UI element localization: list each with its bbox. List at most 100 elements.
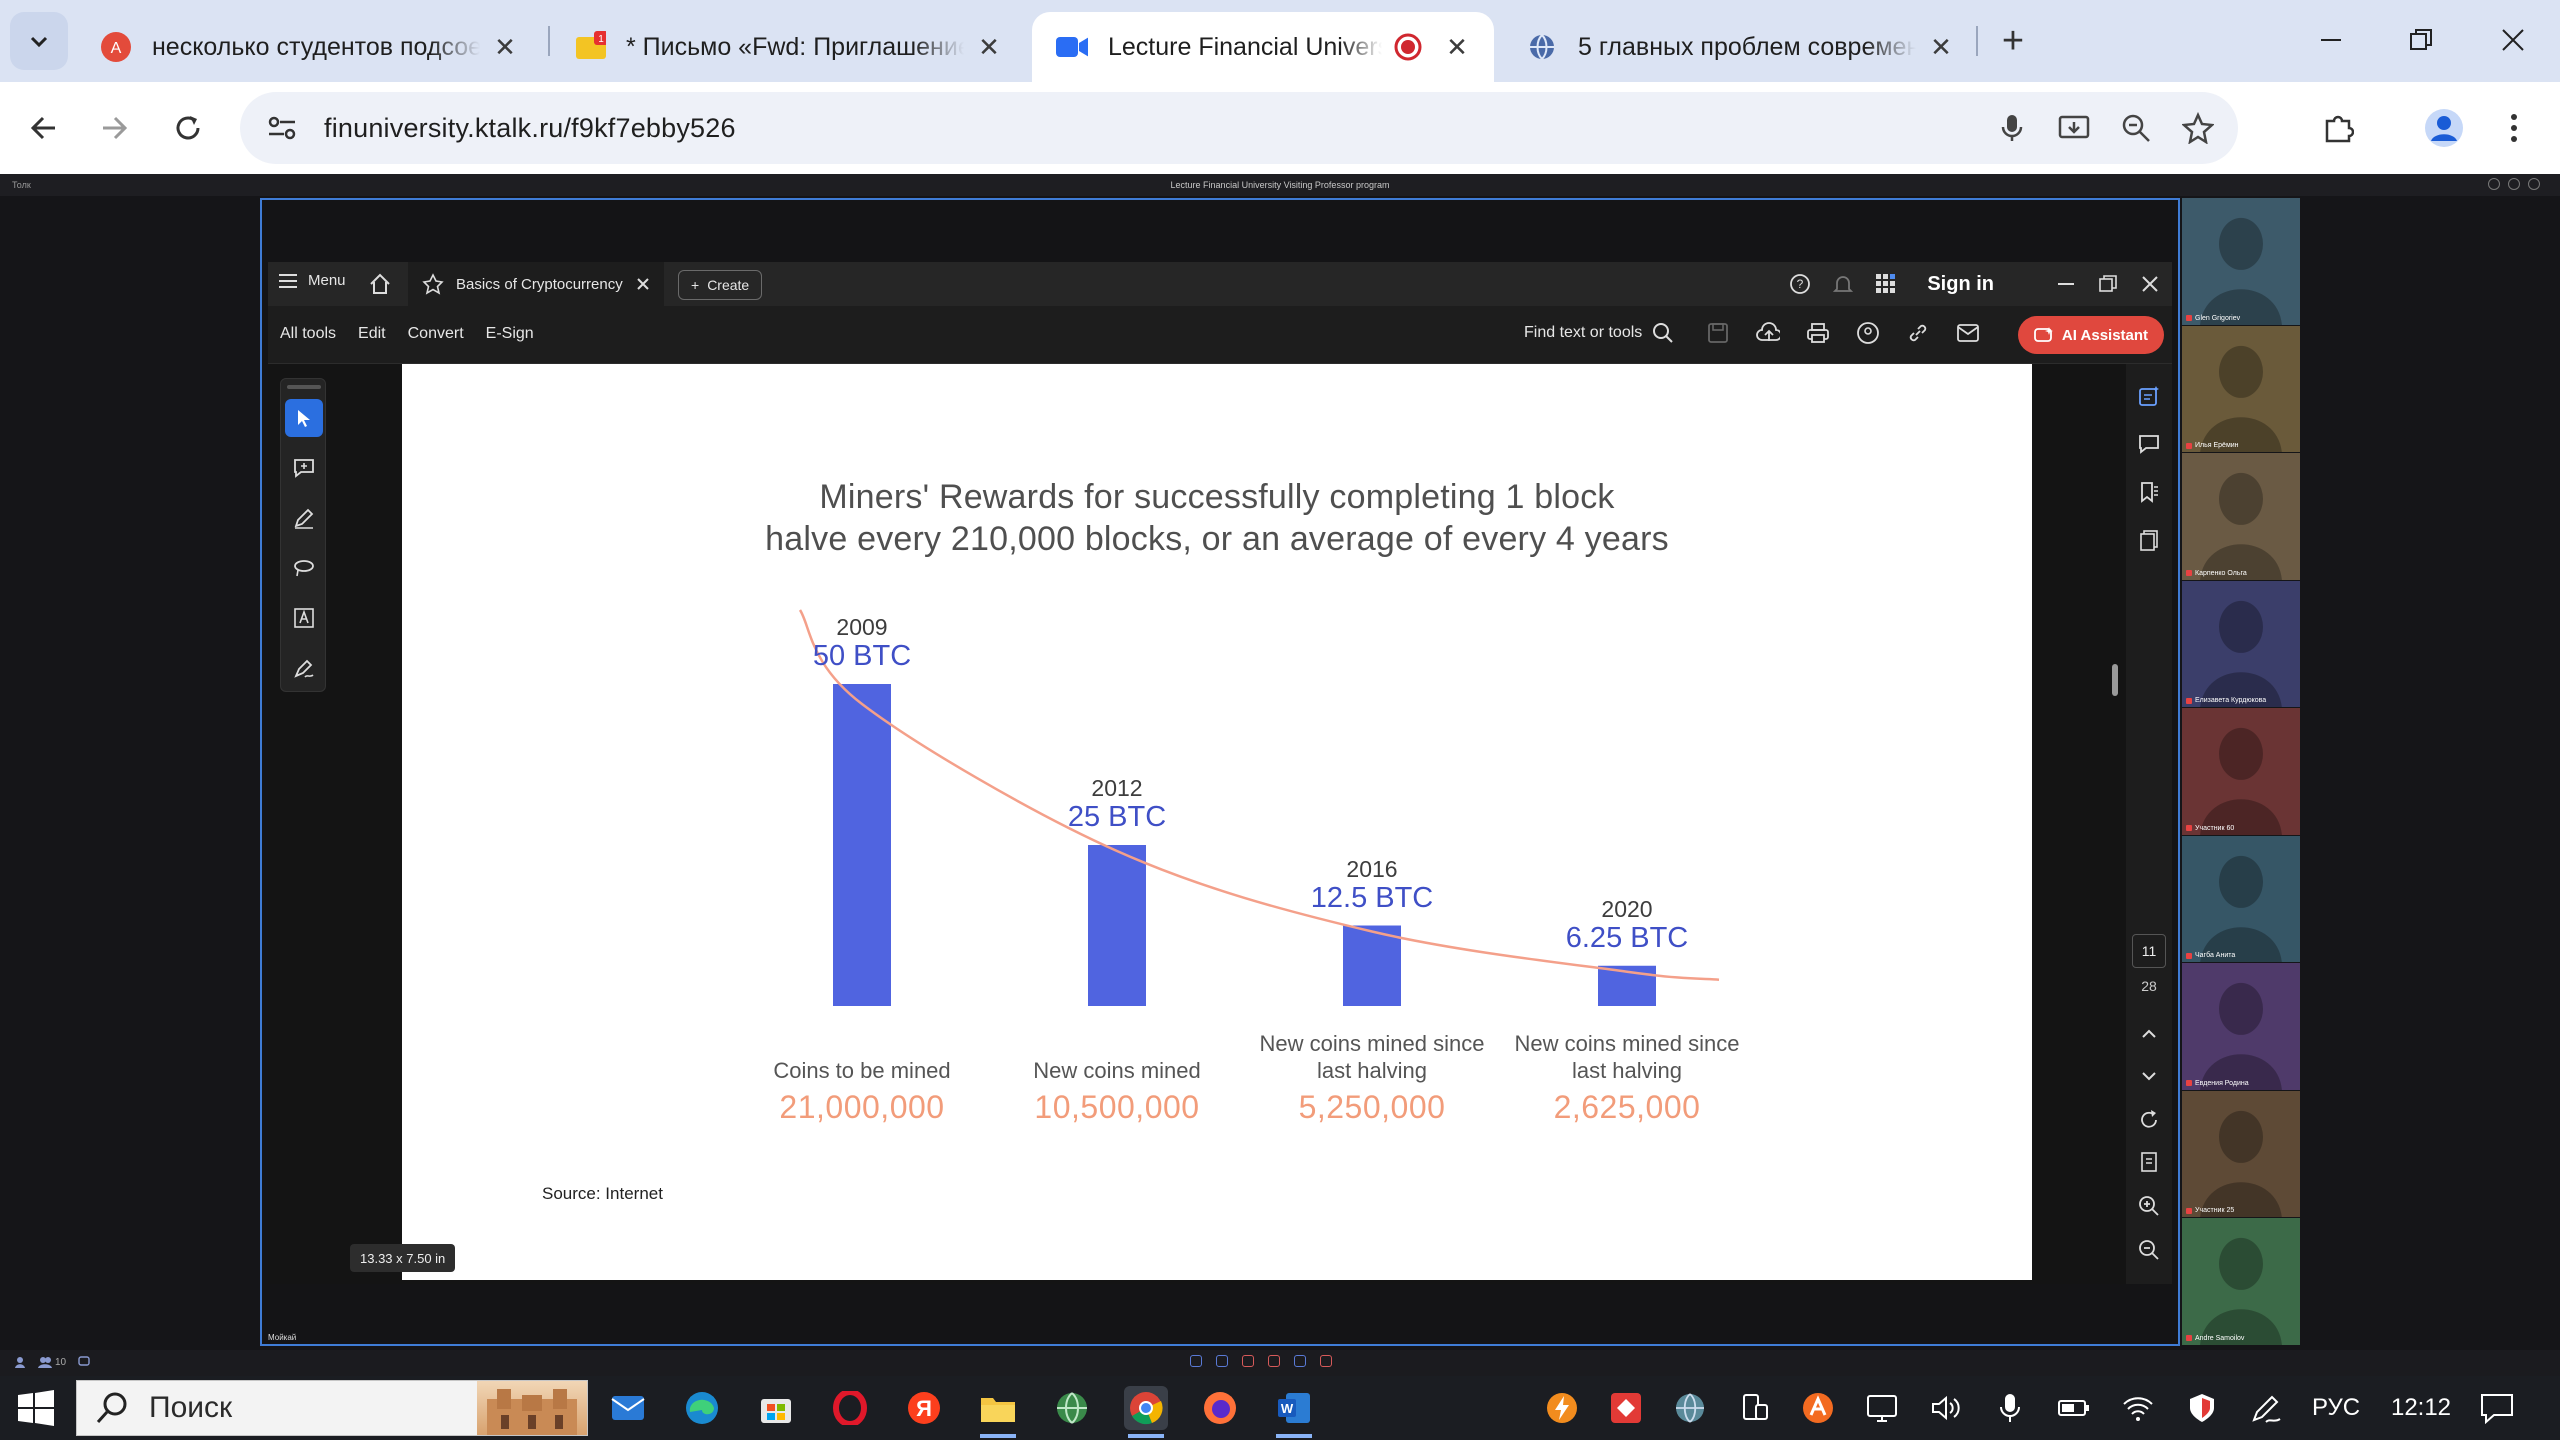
bell-icon[interactable] [1833,273,1854,295]
restore-icon[interactable] [2098,274,2118,294]
close-icon[interactable]: ✕ [1446,31,1468,62]
print-icon[interactable] [1806,320,1830,346]
tab-article[interactable]: 5 главных проблем современн ✕ [1502,12,1978,82]
find-tools-input[interactable]: Find text or tools [1524,322,1674,344]
mic-muted-icon[interactable] [1242,1355,1254,1367]
pen-menu-icon[interactable] [2244,1388,2288,1428]
leave-call-icon[interactable] [1320,1355,1332,1367]
remote-desktop-icon[interactable] [1860,1388,1904,1428]
acrobat-menu-button[interactable]: Menu [278,272,346,289]
draw-tool-button[interactable] [285,549,323,587]
save-icon[interactable] [1706,320,1730,346]
mail-app-icon[interactable] [606,1386,650,1430]
word-app-icon[interactable]: W [1272,1386,1316,1438]
rotate-icon[interactable] [2135,1106,2163,1134]
tab-translate[interactable]: A несколько студентов подсоединились ✕ [76,12,542,82]
participants-icon[interactable] [38,1356,52,1368]
zoom-out-icon[interactable] [2135,1236,2163,1264]
create-button[interactable]: + Create [678,270,763,300]
settings-icon[interactable] [2508,178,2520,190]
home-icon[interactable] [368,272,392,296]
start-button[interactable] [18,1390,54,1426]
notifications-icon[interactable] [2474,1388,2520,1428]
close-icon[interactable] [636,277,650,291]
text-tool-button[interactable] [285,599,323,637]
record-icon[interactable] [1294,1355,1306,1367]
tab-mail[interactable]: 1 * Письмо «Fwd: Приглашение ✕ [550,12,1026,82]
toolbar-grip[interactable] [287,385,321,389]
profile-button[interactable] [2418,102,2470,154]
browser-menu-button[interactable] [2488,102,2540,154]
network-globe-icon[interactable] [1668,1388,1712,1428]
power-app-icon[interactable] [1540,1388,1584,1428]
expand-icon[interactable] [2528,178,2540,190]
microphone-icon[interactable] [1992,108,2032,148]
convert-menu[interactable]: Convert [407,325,464,342]
globe-app-icon[interactable] [1050,1386,1094,1430]
forward-button[interactable] [88,102,140,154]
close-icon[interactable]: ✕ [494,31,516,62]
sign-tool-button[interactable] [285,649,323,687]
comments-icon[interactable] [2135,430,2163,458]
pages-icon[interactable] [2135,526,2163,554]
minimize-icon[interactable] [2056,274,2076,294]
participant-tile[interactable]: Andre Samoilov [2182,1218,2300,1345]
chevron-up-icon[interactable] [2135,1020,2163,1048]
participant-tile[interactable]: Елизавета Курдюкова [2182,580,2300,708]
chevron-down-icon[interactable] [2135,1062,2163,1090]
ai-summary-icon[interactable] [2135,382,2163,410]
chat-icon[interactable] [78,1356,90,1368]
edge-browser-icon[interactable] [680,1386,724,1430]
participant-tile[interactable]: Евдения Родина [2182,963,2300,1090]
extensions-button[interactable] [2312,102,2364,154]
raise-hand-icon[interactable] [1190,1355,1202,1367]
file-explorer-icon[interactable] [976,1386,1020,1438]
back-button[interactable] [18,102,70,154]
close-icon[interactable]: ✕ [1930,31,1952,62]
address-bar[interactable]: finuniversity.ktalk.ru/f9kf7ebby526 [240,92,2238,164]
esign-menu[interactable]: E-Sign [485,325,534,342]
restore-button[interactable] [2376,10,2466,70]
opera-browser-icon[interactable] [828,1386,872,1430]
participant-tile[interactable]: Чагба Анита [2182,835,2300,963]
site-settings-icon[interactable] [262,108,302,148]
close-icon[interactable]: ✕ [978,31,1000,62]
wifi-icon[interactable] [2116,1388,2160,1428]
phone-link-icon[interactable] [1732,1388,1776,1428]
security-shield-icon[interactable] [2180,1388,2224,1428]
tab-search-button[interactable] [10,12,68,70]
participant-tile[interactable]: Карпенко Ольга [2182,453,2300,580]
participant-tile[interactable]: Илья Ерёмин [2182,325,2300,453]
current-page-input[interactable]: 11 [2132,934,2166,968]
close-icon[interactable] [2140,274,2160,294]
cloud-upload-icon[interactable] [1756,320,1780,346]
participant-tile[interactable]: Участник 60 [2182,708,2300,835]
yandex-browser-icon[interactable]: Я [902,1386,946,1430]
document-tab[interactable]: Basics of Cryptocurrency [408,262,664,306]
participant-tile[interactable]: Glen Grigoriev [2182,198,2300,325]
tab-lecture[interactable]: Lecture Financial University ✕ [1032,12,1494,82]
scrollbar-thumb[interactable] [2112,664,2118,696]
bookmarks-icon[interactable] [2135,478,2163,506]
select-tool-button[interactable] [285,399,323,437]
window-close-button[interactable] [2468,10,2558,70]
participant-tile[interactable]: Участник 25 [2182,1090,2300,1218]
sign-in-button[interactable]: Sign in [1927,272,1994,295]
email-icon[interactable] [1956,320,1980,346]
anydesk-icon[interactable] [1604,1388,1648,1428]
zoom-icon[interactable] [2116,108,2156,148]
install-app-icon[interactable] [2054,108,2094,148]
all-tools-menu[interactable]: All tools [280,325,337,342]
firefox-browser-icon[interactable] [1198,1386,1242,1430]
ai-assistant-button[interactable]: AI Assistant [2018,316,2164,354]
microphone-icon[interactable] [1988,1388,2032,1428]
apps-grid-icon[interactable] [1875,273,1897,295]
camera-off-icon[interactable] [1268,1355,1280,1367]
bookmark-star-icon[interactable] [2178,108,2218,148]
highlight-tool-button[interactable] [285,499,323,537]
avast-icon[interactable] [1796,1388,1840,1428]
comment-tool-button[interactable] [285,449,323,487]
edit-menu[interactable]: Edit [358,325,386,342]
share-user-icon[interactable] [1856,320,1880,346]
chrome-browser-icon[interactable] [1124,1386,1168,1438]
